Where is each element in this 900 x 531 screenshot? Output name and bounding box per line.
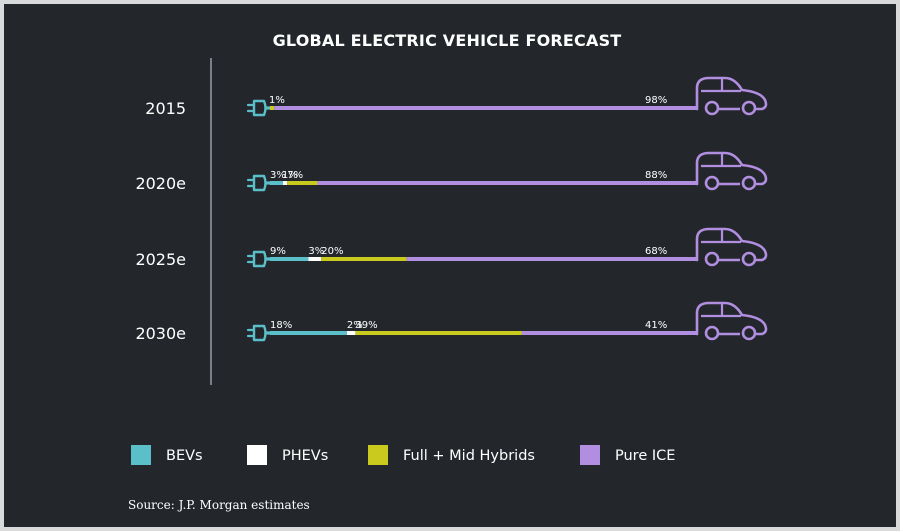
- legend-label: PHEVs: [282, 448, 328, 464]
- bar-segment: [270, 106, 275, 110]
- chart-row: 2020e 3%1%7% 88%: [135, 151, 768, 193]
- bar-segment: [355, 331, 522, 335]
- plug-icon: [246, 174, 271, 192]
- bar-segment: [308, 257, 322, 261]
- car-icon: [695, 227, 768, 267]
- data-label: 7%: [287, 170, 303, 181]
- chart-title: GLOBAL ELECTRIC VEHICLE FORECAST: [273, 31, 622, 50]
- data-label: 3%: [270, 170, 286, 181]
- car-icon: [695, 301, 768, 341]
- category-label: 2015: [145, 99, 186, 118]
- data-label: 9%: [270, 246, 286, 257]
- bar-segment: [321, 257, 407, 261]
- legend-swatch: [131, 445, 151, 465]
- bar-segment: [287, 181, 318, 185]
- bar-segment: [317, 181, 697, 185]
- bar-segment: [346, 331, 356, 335]
- data-label: 2%: [347, 320, 363, 331]
- chart-row: 2030e 18% 2%39% 41%: [135, 301, 768, 343]
- legend-label: Full + Mid Hybrids: [403, 448, 535, 464]
- bar-segment: [274, 106, 697, 110]
- category-label: 2020e: [135, 174, 186, 193]
- data-label: 3%: [308, 246, 324, 257]
- plug-icon: [246, 324, 271, 342]
- chart-rows: 2015 1% 98%2020e 3%1%7% 88%2025e 9% 3%20% 68%20…: [135, 76, 768, 343]
- chart-row: 2025e 9% 3%20% 68%: [135, 227, 768, 269]
- category-label: 2025e: [135, 250, 186, 269]
- legend-item: BEVs: [131, 445, 203, 465]
- data-label: 1%: [269, 95, 285, 106]
- category-label: 2030e: [135, 324, 186, 343]
- data-label: 1%: [282, 170, 298, 181]
- bar-segment: [270, 181, 283, 185]
- bar-segment: [270, 257, 309, 261]
- data-label: 18%: [270, 320, 292, 331]
- data-label: 88%: [645, 170, 667, 181]
- bar-segment: [406, 257, 697, 261]
- legend-item: Pure ICE: [580, 445, 675, 465]
- data-label: 39%: [355, 320, 377, 331]
- legend-swatch: [580, 445, 600, 465]
- legend-swatch: [368, 445, 388, 465]
- legend-label: Pure ICE: [615, 448, 675, 464]
- data-label: 20%: [321, 246, 343, 257]
- bar-segment: [282, 181, 288, 185]
- legend: BEVs PHEVs Full + Mid Hybrids Pure ICE: [131, 445, 675, 465]
- source-note: Source: J.P. Morgan estimates: [128, 498, 310, 512]
- data-label: 41%: [645, 320, 667, 331]
- data-label: 68%: [645, 246, 667, 257]
- chart-row: 2015 1% 98%: [145, 76, 768, 118]
- plug-icon: [246, 250, 271, 268]
- legend-label: BEVs: [166, 448, 203, 464]
- car-icon: [695, 151, 768, 191]
- legend-swatch: [247, 445, 267, 465]
- bar-segment: [270, 331, 347, 335]
- plug-icon: [246, 99, 271, 117]
- bar-segment: [521, 331, 697, 335]
- car-icon: [695, 76, 768, 116]
- legend-item: Full + Mid Hybrids: [368, 445, 535, 465]
- legend-item: PHEVs: [247, 445, 328, 465]
- data-label: 98%: [645, 95, 667, 106]
